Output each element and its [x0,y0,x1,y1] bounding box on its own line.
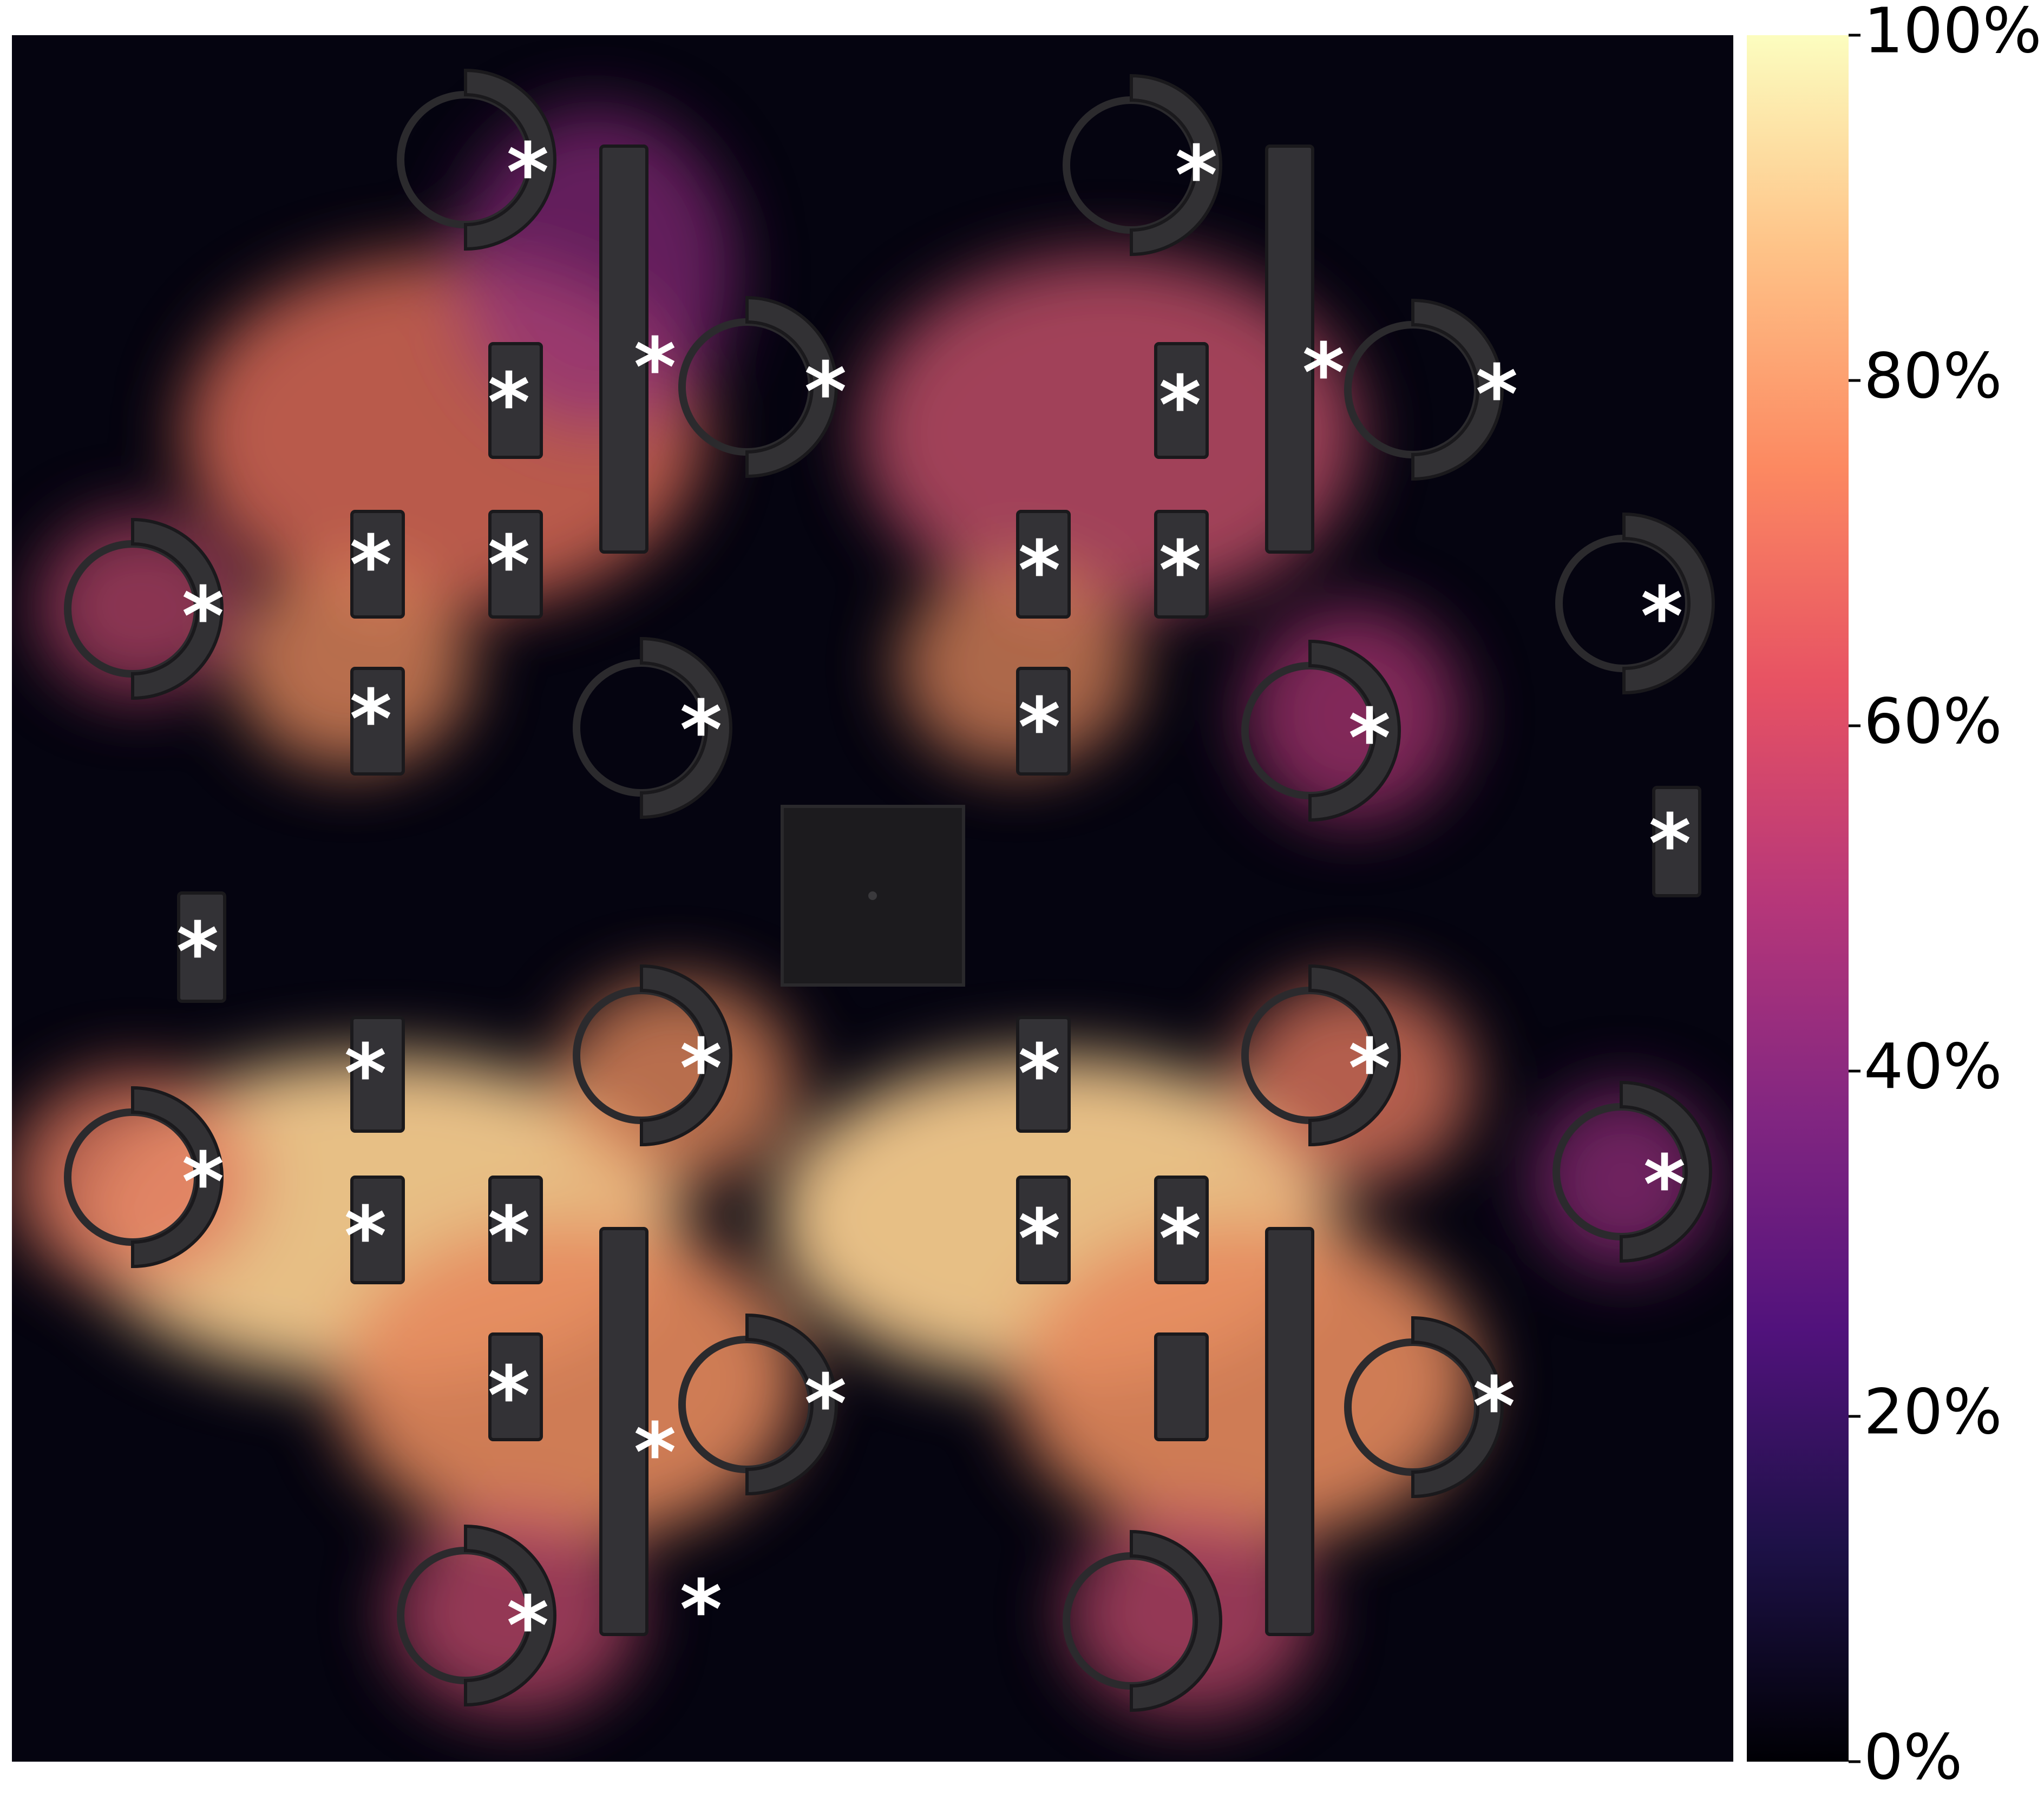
asterisk-marker: * [1473,1360,1515,1454]
rect-device [1154,1332,1209,1441]
ring-device [397,68,556,251]
colorbar: 0% 20% 40% 60% 80% 100% [1747,0,2042,1794]
asterisk-marker: * [488,1349,530,1443]
asterisk-marker: * [1159,1192,1201,1286]
asterisk-marker: * [182,570,224,664]
asterisk-marker: * [1476,348,1518,442]
asterisk-marker: * [634,1406,676,1500]
asterisk-marker: * [680,1563,722,1657]
heatmap-image [12,35,1733,1762]
rect-device [1016,510,1071,619]
asterisk-marker: * [488,356,530,450]
asterisk-marker: * [1649,797,1691,891]
asterisk-marker: * [488,1190,530,1284]
ring-device [64,517,224,700]
asterisk-marker: * [1643,1138,1686,1232]
asterisk-marker: * [507,126,549,220]
rect-device [1016,1176,1071,1284]
asterisk-marker: * [1018,1027,1060,1121]
asterisk-marker: * [488,518,530,613]
markers: ** ****** *** **** ** ******* *** ******* ** [176,126,1691,1673]
rect-device [1016,1016,1071,1133]
rect-device [1016,667,1071,776]
asterisk-marker: * [1018,524,1060,618]
asterisk-marker: * [1018,681,1060,775]
asterisk-marker: * [1159,524,1201,618]
asterisk-marker: * [1159,359,1201,453]
tall-rect-device [1265,145,1314,554]
colorbar-bar [1747,35,1849,1762]
asterisk-marker: * [176,905,219,1000]
rect-device [350,667,405,776]
colorbar-tick-label: 60% [1864,686,2002,758]
ring-device [1241,964,1401,1147]
tall-rect-device [599,145,648,554]
rect-device [350,1176,405,1284]
asterisk-marker: * [680,684,722,778]
ring-device [1344,1316,1504,1499]
rect-device [1154,510,1209,619]
colorbar-tick-label: 40% [1864,1031,2002,1104]
ring-device [1555,512,1715,695]
asterisk-marker: * [1175,129,1217,223]
asterisk-marker: * [350,673,392,767]
rect-device [488,342,543,459]
tall-rect-device [1265,1227,1314,1636]
rect-device [350,1016,405,1133]
colorbar-tick-label: 80% [1864,340,2002,413]
rect-device [488,1176,543,1284]
device-shapes [64,68,1715,1712]
ring-device [1063,74,1222,257]
colorbar-ticks: 0% 20% 40% 60% 80% 100% [1849,0,2042,1794]
asterisk-marker: * [1348,1022,1391,1116]
asterisk-marker: * [344,1027,386,1121]
asterisk-marker: * [182,1135,224,1230]
asterisk-marker: * [804,345,847,439]
rect-device [1154,1176,1209,1284]
ring-device [678,1313,838,1496]
asterisk-marker: * [350,518,392,613]
heat-glow-layer [12,108,1716,1716]
asterisk-marker: * [680,1022,722,1116]
ring-device [573,964,732,1147]
asterisk-marker: * [344,1190,386,1284]
ring-device [1552,1080,1712,1263]
ring-device [573,636,732,819]
asterisk-marker: * [634,321,676,415]
ring-device [397,1524,556,1707]
ring-device [64,1086,224,1269]
rect-device [350,510,405,619]
ring-device [1063,1529,1222,1712]
colorbar-tick-label: 0% [1864,1722,1962,1794]
asterisk-marker: * [1348,692,1391,786]
colorbar-tick-label: 20% [1864,1376,2002,1449]
asterisk-marker: * [804,1357,847,1452]
asterisk-marker: * [1018,1192,1060,1286]
tall-rect-device [599,1227,648,1636]
asterisk-marker: * [1302,326,1345,421]
rect-device [488,1332,543,1441]
asterisk-marker: * [507,1579,549,1673]
ring-device [1241,639,1401,822]
rect-device [488,510,543,619]
colorbar-tick-label: 100% [1864,0,2042,68]
ring-device [1344,298,1504,481]
asterisk-marker: * [1641,570,1683,664]
rect-device [1652,786,1701,897]
rect-device [1154,342,1209,459]
rect-device [177,891,226,1003]
ring-device [678,296,838,478]
